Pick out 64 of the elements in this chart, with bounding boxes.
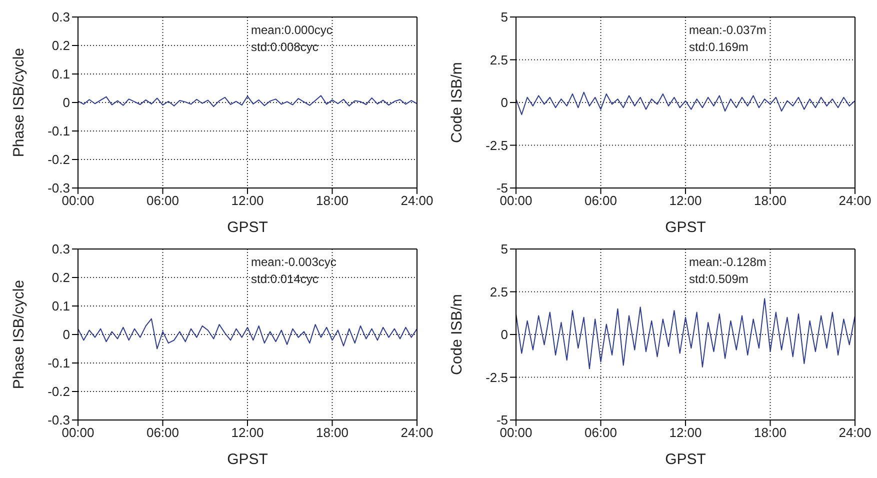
x-tick-label: 12:00 [669,425,702,440]
x-tick-label: 00:00 [500,193,532,208]
annotation: mean:-0.003cyc [251,254,336,271]
line-series [78,95,417,107]
annotation: std:0.014cyc [251,271,320,288]
x-tick-label: 06:00 [146,425,180,440]
line-series [78,318,417,350]
x-tick-label: 18:00 [754,425,787,440]
y-axis-title: Code ISB/m [448,294,466,375]
line-series [516,92,855,115]
y-tick-label: 0.2 [52,38,70,54]
y-tick-label: 0.2 [52,270,70,286]
x-axis-title: GPST [665,219,706,236]
x-tick-label: 12:00 [231,193,264,208]
y-tick-label: 0 [62,95,70,110]
y-tick-label: -0.2 [48,384,70,400]
x-axis-title: GPST [227,451,268,468]
y-tick-label: 0 [500,327,508,342]
line-series [516,298,855,370]
y-tick-label: -0.2 [48,152,70,168]
x-tick-label: 00:00 [62,193,94,208]
x-tick-label: 12:00 [231,425,264,440]
y-tick-label: -2.5 [486,138,508,153]
y-tick-label: -5 [496,180,508,196]
annotation: std:0.169m [689,39,750,56]
x-axis-title: GPST [227,219,268,236]
y-tick-label: 5 [500,242,508,257]
annotation: mean:-0.128m [689,254,766,271]
x-tick-label: 12:00 [669,193,702,208]
x-tick-label: 24:00 [838,425,872,440]
y-tick-label: -5 [496,412,508,428]
x-tick-label: 18:00 [754,193,787,208]
y-tick-label: 0.1 [52,298,70,314]
y-tick-label: 2.5 [490,52,508,68]
y-tick-label: 0.3 [52,242,70,257]
y-tick-label: -0.3 [48,180,70,196]
y-tick-label: -0.3 [48,412,70,428]
y-tick-label: -0.1 [48,124,70,139]
x-tick-label: 18:00 [316,425,349,440]
y-axis-title: Phase ISB/cycle [10,280,28,390]
y-tick-label: 0 [500,95,508,110]
y-axis-title: Code ISB/m [448,62,466,143]
x-tick-label: 24:00 [400,425,434,440]
y-axis-title: Phase ISB/cycle [10,48,28,158]
y-tick-label: -2.5 [486,370,508,385]
x-tick-label: 18:00 [316,193,349,208]
x-axis-title: GPST [665,451,706,468]
x-tick-label: 24:00 [400,193,434,208]
y-tick-label: 0.1 [52,66,70,82]
annotation: std:0.509m [689,271,750,288]
y-tick-label: 5 [500,10,508,25]
y-tick-label: 0 [62,327,70,342]
annotation: mean:-0.037m [689,22,766,39]
x-tick-label: 06:00 [146,193,180,208]
y-tick-label: 0.3 [52,10,70,25]
x-tick-label: 00:00 [500,425,532,440]
x-tick-label: 00:00 [62,425,94,440]
y-tick-label: -0.1 [48,356,70,371]
x-tick-label: 06:00 [584,425,618,440]
y-tick-label: 2.5 [490,284,508,300]
x-tick-label: 24:00 [838,193,872,208]
annotation: std:0.008cyc [251,39,320,56]
annotation: mean:0.000cyc [251,22,332,39]
x-tick-label: 06:00 [584,193,618,208]
